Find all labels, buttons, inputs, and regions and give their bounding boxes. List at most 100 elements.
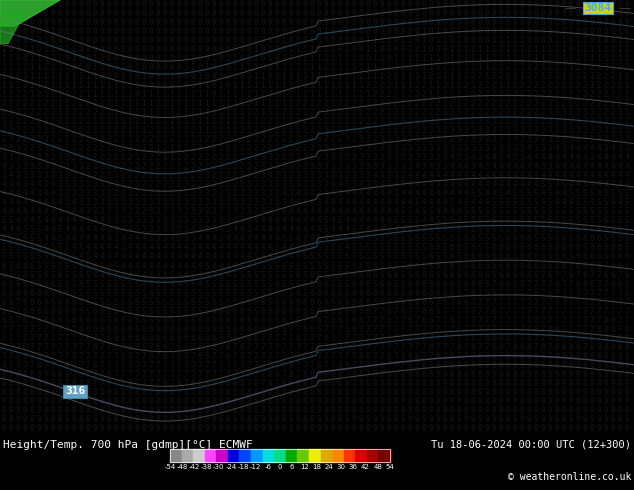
Text: 6: 6 — [226, 307, 230, 316]
Text: 8: 8 — [281, 388, 287, 397]
Text: 1: 1 — [65, 108, 69, 117]
Text: 4: 4 — [233, 244, 237, 252]
Text: 5: 5 — [324, 244, 328, 252]
Text: 5: 5 — [429, 262, 433, 270]
Text: 7: 7 — [345, 343, 349, 352]
Text: 7: 7 — [149, 379, 153, 388]
Text: 0: 0 — [309, 0, 314, 8]
Text: 6: 6 — [240, 316, 244, 325]
Text: 4: 4 — [51, 189, 55, 198]
Text: 1: 1 — [177, 144, 181, 153]
Text: 5: 5 — [120, 280, 126, 289]
Text: 0: 0 — [205, 36, 209, 45]
Text: 4: 4 — [597, 162, 601, 171]
Text: 3: 3 — [429, 126, 433, 135]
Text: 1: 1 — [113, 81, 119, 90]
Text: 6: 6 — [226, 352, 230, 361]
Text: 2: 2 — [254, 144, 258, 153]
Text: 6: 6 — [163, 334, 167, 343]
Text: 2: 2 — [534, 90, 538, 99]
Text: 0: 0 — [463, 0, 469, 8]
Text: 7: 7 — [443, 343, 448, 352]
Text: 2: 2 — [37, 126, 41, 135]
Text: 5: 5 — [37, 225, 41, 234]
Text: 9: 9 — [548, 397, 552, 406]
Text: 4: 4 — [366, 207, 370, 216]
Text: 5: 5 — [219, 289, 223, 297]
Text: 0: 0 — [65, 18, 69, 26]
Text: 9: 9 — [534, 424, 538, 433]
Text: 1: 1 — [16, 72, 20, 81]
Text: 8: 8 — [113, 388, 119, 397]
Text: 6: 6 — [352, 307, 356, 316]
Text: 7: 7 — [520, 289, 524, 297]
Text: 0: 0 — [506, 26, 510, 36]
Text: 8: 8 — [590, 388, 594, 397]
Text: 5: 5 — [141, 316, 146, 325]
Text: 0: 0 — [317, 36, 321, 45]
Text: 0: 0 — [463, 18, 469, 26]
Text: 7: 7 — [37, 334, 41, 343]
Text: 4: 4 — [562, 153, 566, 162]
Text: 8: 8 — [484, 352, 489, 361]
Text: 9: 9 — [470, 406, 476, 415]
Text: 4: 4 — [569, 162, 573, 171]
Text: 2: 2 — [149, 135, 153, 144]
Text: 5: 5 — [156, 316, 160, 325]
Text: 7: 7 — [79, 343, 83, 352]
Text: 2: 2 — [492, 72, 496, 81]
Text: 0: 0 — [247, 0, 251, 8]
Text: 4: 4 — [359, 198, 363, 207]
Text: 4: 4 — [401, 198, 405, 207]
Text: 5: 5 — [541, 207, 545, 216]
Text: 3: 3 — [506, 135, 510, 144]
Text: 8: 8 — [436, 379, 440, 388]
Text: 1: 1 — [302, 45, 307, 54]
Text: 7: 7 — [79, 352, 83, 361]
Text: 2: 2 — [408, 135, 412, 144]
Text: 0: 0 — [527, 18, 531, 26]
Text: 5: 5 — [233, 289, 237, 297]
Text: 1: 1 — [275, 45, 280, 54]
Text: 2: 2 — [58, 126, 62, 135]
Text: 3: 3 — [30, 126, 34, 135]
Text: 7: 7 — [541, 297, 545, 307]
Text: 7: 7 — [149, 388, 153, 397]
Text: 7: 7 — [408, 325, 412, 334]
Text: 0: 0 — [415, 45, 419, 54]
Text: 1: 1 — [113, 99, 119, 108]
Text: 7: 7 — [72, 334, 76, 343]
Text: 5: 5 — [484, 225, 489, 234]
Text: 9: 9 — [576, 424, 580, 433]
Text: 4: 4 — [324, 189, 328, 198]
Text: 3: 3 — [65, 180, 69, 189]
Text: 3: 3 — [548, 117, 552, 126]
Text: 9: 9 — [65, 424, 69, 433]
Text: 5: 5 — [492, 217, 496, 225]
Text: 4: 4 — [499, 180, 503, 189]
Text: 0: 0 — [9, 18, 13, 26]
Text: 1: 1 — [317, 54, 321, 63]
Text: 6: 6 — [44, 280, 48, 289]
Text: 8: 8 — [618, 352, 623, 361]
Text: 8: 8 — [338, 388, 342, 397]
Text: 4: 4 — [463, 189, 469, 198]
Text: 8: 8 — [534, 352, 538, 361]
Text: 8: 8 — [240, 388, 244, 397]
Text: 4: 4 — [456, 198, 462, 207]
Text: 0: 0 — [16, 8, 20, 18]
Text: 6: 6 — [401, 289, 405, 297]
Text: 4: 4 — [184, 270, 188, 280]
Text: 3: 3 — [534, 126, 538, 135]
Text: 4: 4 — [44, 198, 48, 207]
Text: 0: 0 — [268, 36, 273, 45]
Text: 9: 9 — [401, 415, 405, 424]
Text: 4: 4 — [268, 234, 273, 244]
Text: 0: 0 — [240, 45, 244, 54]
Text: 1: 1 — [107, 90, 112, 99]
Text: 2: 2 — [281, 153, 287, 162]
Text: 6: 6 — [470, 244, 476, 252]
Text: 5: 5 — [604, 189, 608, 198]
Text: 8: 8 — [275, 361, 280, 370]
Text: 1: 1 — [240, 63, 244, 72]
